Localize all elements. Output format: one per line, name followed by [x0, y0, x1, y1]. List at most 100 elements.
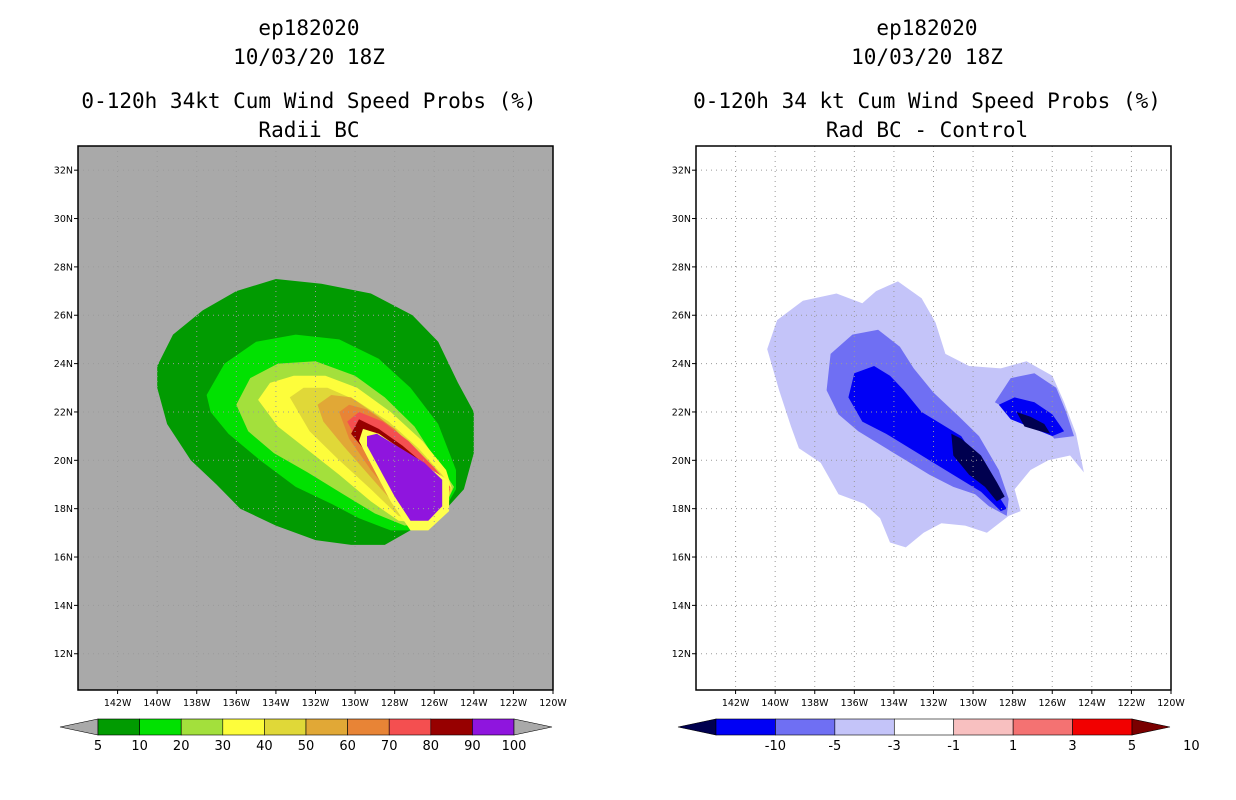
y-tick-label: 20N — [672, 456, 691, 467]
y-tick-label: 20N — [54, 456, 73, 467]
legend-swatch — [953, 718, 1014, 736]
x-tick-label: 136W — [223, 698, 251, 709]
x-tick-label: 122W — [500, 698, 528, 709]
right-chart-title: 0-120h 34 kt Cum Wind Speed Probs (%) — [693, 89, 1161, 113]
left-panel: ep182020 10/03/20 18Z 0-120h 34kt Cum Wi… — [0, 14, 618, 754]
legend-swatch — [264, 718, 307, 736]
right-contour-map: 142W 140W 138W 136W 134W 132W 130W 128W 126W 124W… — [672, 145, 1200, 754]
legend-left-arrow — [677, 718, 717, 736]
x-tick-label: 134W — [880, 698, 908, 709]
legend-swatch — [222, 718, 265, 736]
x-tick-label: 130W — [341, 698, 369, 709]
contour-layer — [157, 279, 474, 545]
x-tick-label: 120W — [539, 698, 567, 709]
legend-label: 10 — [131, 739, 148, 754]
legend-label: 5 — [1128, 739, 1136, 754]
legend-swatch — [893, 718, 955, 736]
legend: 5 10 20 30 40 50 60 70 80 90 100 — [59, 718, 553, 754]
contour-95-10 — [367, 433, 443, 521]
y-tick-label: 18N — [672, 504, 691, 515]
right-panel: ep182020 10/03/20 18Z 0-120h 34 kt Cum W… — [618, 0, 1236, 800]
y-tick-label: 30N — [54, 214, 73, 225]
y-tick-label: 32N — [54, 166, 73, 177]
x-tick-label: 130W — [959, 698, 987, 709]
legend-swatch — [139, 718, 182, 736]
grid — [78, 146, 554, 690]
contour-layer — [767, 281, 1084, 548]
legend-label: 20 — [173, 739, 190, 754]
legend-label: 60 — [339, 739, 356, 754]
right-title-block: ep182020 10/03/20 18Z 0-120h 34 kt Cum W… — [618, 14, 1236, 145]
legend-label: 40 — [256, 739, 273, 754]
x-tick-label: 124W — [460, 698, 488, 709]
legend: -10 -5 -3 -1 1 3 5 10 — [677, 718, 1200, 754]
legend-label: 80 — [423, 739, 440, 754]
x-tick-label: 132W — [920, 698, 948, 709]
x-tick-label: 132W — [302, 698, 330, 709]
legend-swatch — [472, 718, 515, 736]
legend-swatch — [430, 718, 473, 736]
legend-label: 30 — [215, 739, 232, 754]
y-tick-label: 30N — [672, 214, 691, 225]
legend-label: -3 — [888, 739, 901, 754]
legend-right-arrow — [513, 718, 553, 736]
y-tick-label: 32N — [672, 166, 691, 177]
left-chart-subtitle: Radii BC — [258, 118, 360, 142]
contour-neg10-6 — [1016, 412, 1051, 434]
y-tick-label: 12N — [672, 649, 691, 660]
x-tick-label: 120W — [1157, 698, 1185, 709]
legend-swatch — [97, 718, 140, 736]
y-tick-label: 14N — [54, 601, 73, 612]
x-tick-label: 126W — [1038, 698, 1066, 709]
legend-label: -10 — [765, 739, 786, 754]
x-tick-label: 128W — [381, 698, 409, 709]
legend-label: 5 — [94, 739, 102, 754]
legend-swatch — [1072, 718, 1133, 736]
x-tick-label: 124W — [1078, 698, 1106, 709]
legend-swatch — [180, 718, 224, 736]
x-tick-label: 140W — [761, 698, 789, 709]
x-tick-label: 128W — [999, 698, 1027, 709]
legend-swatch — [305, 718, 348, 736]
left-title-block: ep182020 10/03/20 18Z 0-120h 34kt Cum Wi… — [0, 14, 618, 145]
y-tick-label: 24N — [54, 359, 73, 370]
legend-left-arrow — [59, 718, 99, 736]
y-tick-label: 26N — [54, 311, 73, 322]
y-tick-label: 28N — [54, 262, 73, 273]
y-tick-label: 16N — [672, 553, 691, 564]
legend-label: -5 — [828, 739, 841, 754]
legend-label: 50 — [298, 739, 315, 754]
legend-label: 1 — [1009, 739, 1017, 754]
y-tick-label: 12N — [54, 649, 73, 660]
legend-swatch — [1012, 718, 1073, 736]
y-tick-label: 14N — [672, 601, 691, 612]
y-tick-label: 24N — [672, 359, 691, 370]
left-datetime: 10/03/20 18Z — [233, 45, 385, 69]
x-tick-label: 138W — [183, 698, 211, 709]
grid — [696, 146, 1172, 690]
left-chart-title: 0-120h 34kt Cum Wind Speed Probs (%) — [81, 89, 537, 113]
legend-label: 90 — [464, 739, 481, 754]
x-tick-label: 136W — [841, 698, 869, 709]
x-tick-label: 142W — [104, 698, 132, 709]
y-tick-label: 16N — [54, 553, 73, 564]
right-chart-subtitle: Rad BC - Control — [825, 118, 1029, 142]
y-tick-label: 22N — [54, 407, 73, 418]
legend-swatch — [388, 718, 432, 736]
x-tick-label: 138W — [801, 698, 829, 709]
legend-swatch — [834, 718, 895, 736]
legend-swatch — [347, 718, 390, 736]
legend-label: 70 — [381, 739, 398, 754]
y-tick-label: 18N — [54, 504, 73, 515]
y-tick-label: 22N — [672, 407, 691, 418]
legend-label: 3 — [1068, 739, 1076, 754]
contour-neg5-3 — [848, 366, 1007, 512]
x-tick-label: 122W — [1118, 698, 1146, 709]
legend-swatch — [715, 718, 776, 736]
legend-label: -1 — [947, 739, 960, 754]
y-tick-label: 28N — [672, 262, 691, 273]
contour-neg10-5 — [951, 433, 1005, 502]
legend-swatch — [775, 718, 836, 736]
x-tick-label: 126W — [420, 698, 448, 709]
right-storm-id: ep182020 — [876, 16, 978, 40]
